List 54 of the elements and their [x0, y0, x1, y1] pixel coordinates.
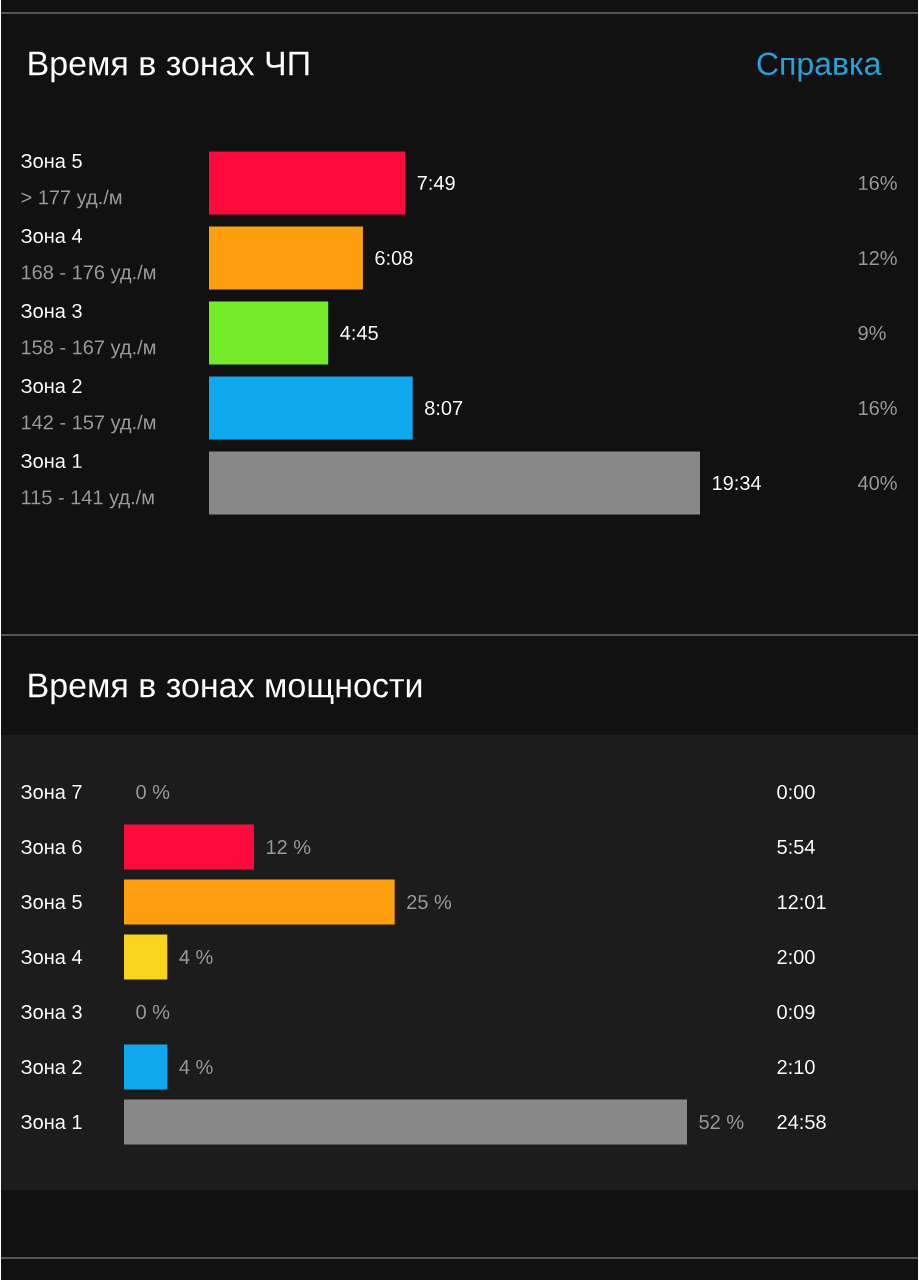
y-tick-label: Зона 1 — [21, 1114, 82, 1130]
y-tick-label: Зона 2 — [21, 1059, 82, 1075]
text: 24:58 — [777, 1114, 826, 1130]
text: 12:01 — [778, 894, 826, 910]
y-tick-label: Зона 5 — [21, 153, 82, 169]
text: 5:54 — [777, 840, 815, 854]
data-label: 12 % — [266, 839, 311, 855]
chart-title: Время в зонах мощности — [29, 673, 422, 705]
text: 16% — [859, 400, 897, 416]
y-tick-label: Зона 2 — [21, 378, 82, 394]
data-label: 52 % — [699, 1114, 744, 1130]
y-tick-label: Зона 3 — [21, 1004, 82, 1020]
data-label: 4:45 — [340, 326, 378, 340]
data-label: 0 % — [136, 784, 170, 800]
text: 9% — [858, 325, 886, 341]
bar — [124, 934, 168, 980]
text: 40% — [858, 475, 897, 491]
text: 16% — [859, 175, 897, 191]
data-label: 4 % — [179, 950, 213, 964]
text: 2:00 — [777, 949, 815, 965]
text: Справка — [757, 52, 882, 82]
text: 115 - 141 уд./м — [22, 489, 154, 509]
y-tick-label: Зона 5 — [21, 894, 82, 910]
data-label: 19:34 — [713, 475, 761, 491]
bar — [124, 1099, 687, 1145]
bar — [124, 1044, 168, 1090]
text: 2:10 — [777, 1059, 815, 1075]
data-label: 25 % — [407, 894, 452, 910]
chart-title: Время в зонах ЧП — [29, 51, 309, 83]
data-label: 6:08 — [375, 250, 413, 266]
y-tick-label: Зона 7 — [21, 784, 82, 800]
data-label: 7:49 — [417, 175, 455, 191]
text: 0:00 — [777, 784, 815, 800]
y-tick-label: Зона 4 — [21, 949, 82, 965]
y-tick-label: Зона 3 — [21, 303, 82, 319]
text: 142 - 157 уд./м — [22, 414, 156, 434]
data-label: 4 % — [179, 1060, 213, 1074]
text: 12% — [859, 250, 897, 266]
bar — [209, 451, 701, 515]
y-tick-label: Зона 4 — [21, 228, 82, 244]
bar — [209, 151, 406, 215]
text: > 177 уд./м — [21, 189, 122, 209]
data-label: 0 % — [136, 1004, 170, 1020]
bar — [209, 226, 363, 290]
bar — [209, 376, 413, 440]
text: 168 - 176 уд./м — [22, 264, 156, 284]
text: 158 - 167 уд./м — [22, 339, 156, 359]
text: 0:09 — [777, 1004, 815, 1020]
bar — [124, 824, 254, 870]
y-tick-label: Зона 1 — [21, 453, 82, 469]
y-tick-label: Зона 6 — [21, 839, 82, 855]
bar — [209, 301, 329, 365]
data-label: 8:07 — [425, 400, 463, 416]
bar — [124, 879, 395, 925]
